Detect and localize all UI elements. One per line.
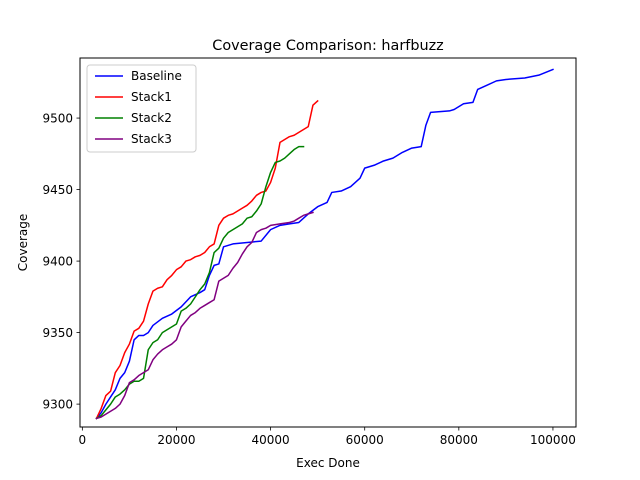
x-axis-label: Exec Done: [296, 456, 360, 470]
x-tick-label: 0: [79, 433, 87, 447]
series-line-stack1: [95, 99, 319, 420]
legend-label-stack1: Stack1: [131, 90, 172, 104]
series-layer: [95, 68, 554, 420]
x-tick-label: 20000: [157, 433, 195, 447]
y-tick-label: 9350: [42, 326, 73, 340]
y-axis-ticks: 9300 9350 9400 9450 9500: [42, 111, 80, 411]
series-line-stack2: [95, 145, 305, 420]
y-tick-label: 9300: [42, 397, 73, 411]
x-tick-label: 100000: [530, 433, 576, 447]
plot-area: [79, 57, 577, 428]
y-tick-label: 9500: [42, 111, 73, 125]
series-line-stack3: [95, 211, 314, 420]
series-line-baseline: [95, 68, 554, 420]
x-tick-label: 80000: [440, 433, 478, 447]
y-axis-label: Coverage: [16, 214, 30, 272]
y-tick-label: 9450: [42, 183, 73, 197]
legend-entries: Baseline Stack1 Stack2 Stack3: [95, 69, 182, 146]
x-axis-ticks: 0 20000 40000 60000 80000 100000: [79, 427, 576, 447]
chart-title: Coverage Comparison: harfbuzz: [212, 38, 443, 54]
legend-label-stack2: Stack2: [131, 111, 172, 125]
axes-frame: [79, 57, 577, 428]
legend: Baseline Stack1 Stack2 Stack3: [86, 64, 197, 153]
legend-label-baseline: Baseline: [131, 69, 182, 83]
legend-box: [86, 64, 197, 153]
y-tick-label: 9400: [42, 254, 73, 268]
x-tick-label: 40000: [251, 433, 289, 447]
legend-label-stack3: Stack3: [131, 132, 172, 146]
x-tick-label: 60000: [346, 433, 384, 447]
